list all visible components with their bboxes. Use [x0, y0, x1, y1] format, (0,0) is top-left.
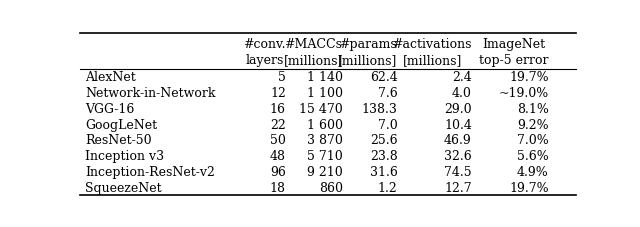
Text: 2.4: 2.4 [452, 71, 472, 84]
Text: 7.6: 7.6 [378, 87, 397, 100]
Text: 32.6: 32.6 [444, 149, 472, 162]
Text: 8.1%: 8.1% [517, 102, 548, 115]
Text: 1.2: 1.2 [378, 181, 397, 194]
Text: ResNet-50: ResNet-50 [85, 134, 152, 147]
Text: 9 210: 9 210 [307, 165, 343, 178]
Text: 1 100: 1 100 [307, 87, 343, 100]
Text: 23.8: 23.8 [370, 149, 397, 162]
Text: 1 140: 1 140 [307, 71, 343, 84]
Text: 18: 18 [270, 181, 286, 194]
Text: 96: 96 [270, 165, 286, 178]
Text: ~19.0%: ~19.0% [499, 87, 548, 100]
Text: 62.4: 62.4 [370, 71, 397, 84]
Text: GoogLeNet: GoogLeNet [85, 118, 157, 131]
Text: 5: 5 [278, 71, 286, 84]
Text: Inception v3: Inception v3 [85, 149, 164, 162]
Text: 22: 22 [270, 118, 286, 131]
Text: VGG-16: VGG-16 [85, 102, 134, 115]
Text: #activations
[millions]: #activations [millions] [392, 37, 472, 66]
Text: 12: 12 [270, 87, 286, 100]
Text: #conv.
layers: #conv. layers [243, 37, 286, 66]
Text: ImageNet
top-5 error: ImageNet top-5 error [479, 37, 548, 66]
Text: 7.0%: 7.0% [517, 134, 548, 147]
Text: 12.7: 12.7 [444, 181, 472, 194]
Text: 48: 48 [270, 149, 286, 162]
Text: 10.4: 10.4 [444, 118, 472, 131]
Text: #MACCs
[millions]: #MACCs [millions] [284, 37, 343, 66]
Text: 5 710: 5 710 [307, 149, 343, 162]
Text: 7.0: 7.0 [378, 118, 397, 131]
Text: 3 870: 3 870 [307, 134, 343, 147]
Text: #params
[millions]: #params [millions] [338, 37, 397, 66]
Text: 860: 860 [319, 181, 343, 194]
Text: 19.7%: 19.7% [509, 71, 548, 84]
Text: 5.6%: 5.6% [517, 149, 548, 162]
Text: 15 470: 15 470 [299, 102, 343, 115]
Text: Inception-ResNet-v2: Inception-ResNet-v2 [85, 165, 215, 178]
Text: 4.0: 4.0 [452, 87, 472, 100]
Text: 16: 16 [270, 102, 286, 115]
Text: 1 600: 1 600 [307, 118, 343, 131]
Text: 46.9: 46.9 [444, 134, 472, 147]
Text: AlexNet: AlexNet [85, 71, 136, 84]
Text: 19.7%: 19.7% [509, 181, 548, 194]
Text: 31.6: 31.6 [369, 165, 397, 178]
Text: SqueezeNet: SqueezeNet [85, 181, 161, 194]
Text: 74.5: 74.5 [444, 165, 472, 178]
Text: 138.3: 138.3 [362, 102, 397, 115]
Text: Network-in-Network: Network-in-Network [85, 87, 216, 100]
Text: 29.0: 29.0 [444, 102, 472, 115]
Text: 4.9%: 4.9% [517, 165, 548, 178]
Text: 9.2%: 9.2% [517, 118, 548, 131]
Text: 25.6: 25.6 [370, 134, 397, 147]
Text: 50: 50 [270, 134, 286, 147]
